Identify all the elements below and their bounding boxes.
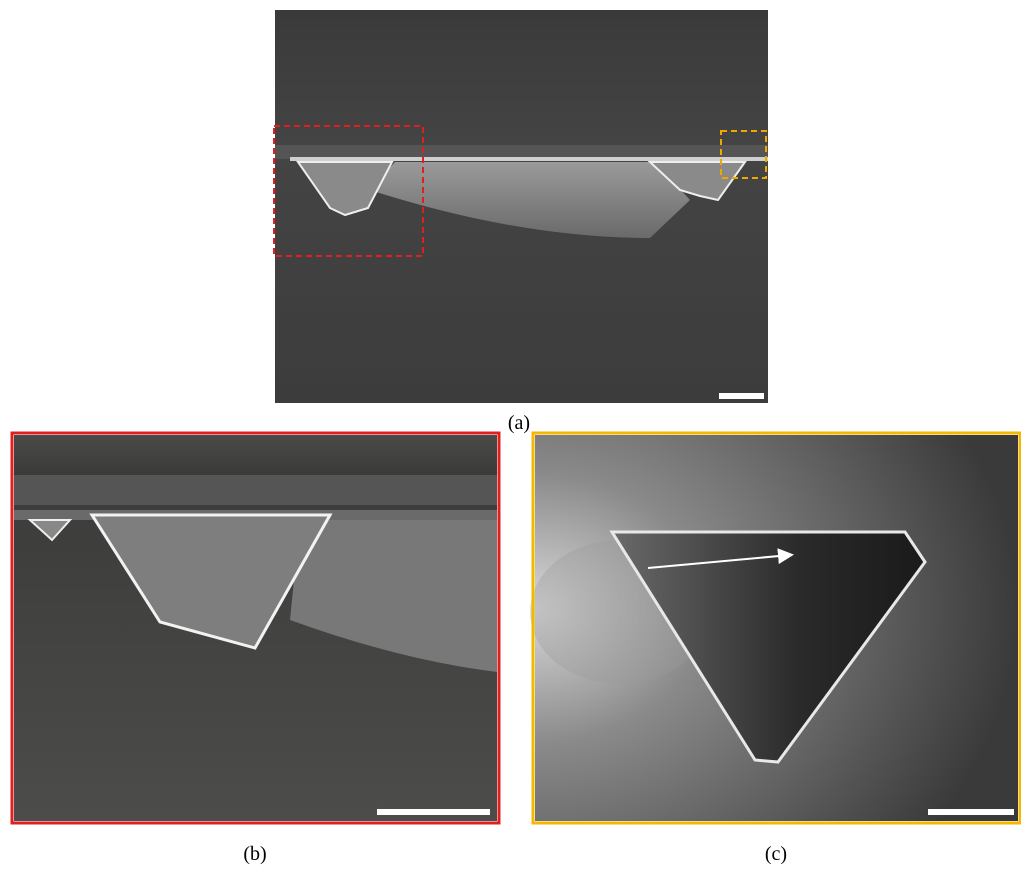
- panel-a: (a): [274, 10, 768, 434]
- layer: [275, 145, 768, 159]
- layer: [14, 475, 497, 505]
- scale-bar: [719, 393, 764, 399]
- scale-bar: [928, 809, 1014, 815]
- panel-label: (c): [765, 843, 787, 865]
- scale-bar: [377, 809, 490, 815]
- panel-b: (b): [12, 433, 499, 865]
- panel-label: (b): [243, 843, 266, 865]
- panel-c: (c): [530, 433, 1020, 865]
- figure: (a) (b) (c): [0, 0, 1021, 868]
- panel-label: (a): [508, 412, 530, 434]
- layer: [290, 157, 768, 161]
